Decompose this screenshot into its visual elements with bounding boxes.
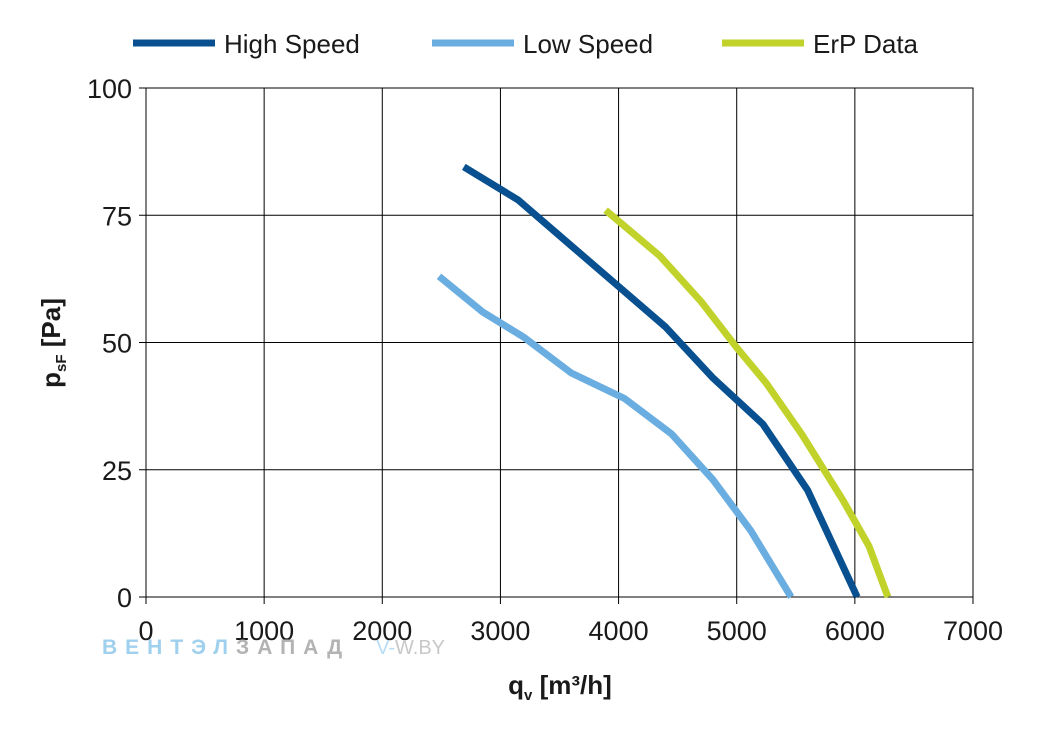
watermark-part2: ЗАПАД: [236, 636, 351, 659]
legend: High Speed Low Speed ErP Data: [133, 29, 919, 59]
series-lines: [436, 163, 892, 599]
grid: [145, 87, 974, 598]
y-tick-label: 0: [117, 583, 132, 613]
watermark-part4: W.BY: [395, 637, 446, 659]
x-axis-ticks: 0 1000 2000 3000 4000 5000 6000 7000: [138, 597, 1003, 646]
x-axis-title: qv [m³/h]: [508, 670, 612, 704]
series-line-high-speed: [461, 163, 861, 599]
watermark: ВЕНТЭЛЗАПАД V-W.BY: [102, 636, 445, 660]
y-tick-label: 25: [102, 456, 132, 486]
series-line-low-speed: [436, 273, 795, 599]
y-axis-symbol: p: [36, 372, 66, 388]
legend-label: Low Speed: [523, 29, 653, 59]
legend-label: High Speed: [224, 29, 360, 59]
x-tick-label: 3000: [470, 616, 530, 646]
x-axis-unit: [m³/h]: [540, 670, 612, 700]
y-axis-unit: [Pa]: [36, 298, 66, 347]
x-axis-symbol: q: [508, 670, 524, 700]
x-tick-label: 2000: [352, 616, 412, 646]
y-axis-subscript: sF: [53, 354, 70, 372]
y-tick-label: 100: [87, 74, 132, 104]
x-axis-subscript: v: [524, 687, 533, 704]
y-axis-ticks: 0 25 50 75 100: [87, 74, 146, 613]
x-tick-label: 7000: [943, 616, 1003, 646]
x-tick-label: 5000: [707, 616, 767, 646]
x-tick-label: 4000: [589, 616, 649, 646]
series-line-erp-data: [603, 207, 892, 599]
y-tick-label: 75: [102, 201, 132, 231]
x-tick-label: 6000: [825, 616, 885, 646]
watermark-part1: ВЕНТЭЛ: [102, 636, 237, 659]
y-axis-title: psF [Pa]: [36, 298, 70, 388]
y-tick-label: 50: [102, 329, 132, 359]
legend-label: ErP Data: [813, 29, 919, 59]
x-tick-label: 1000: [234, 616, 294, 646]
watermark-part3: V-: [376, 637, 395, 659]
x-tick-label: 0: [138, 616, 153, 646]
